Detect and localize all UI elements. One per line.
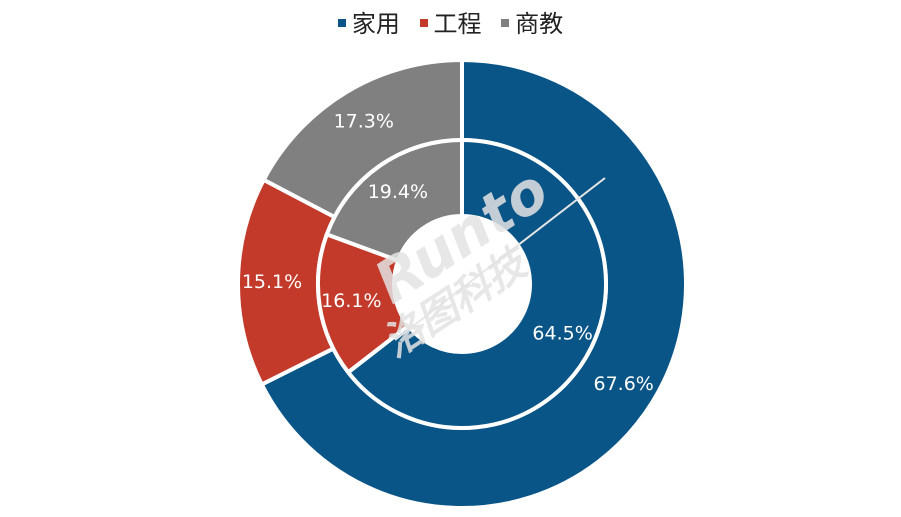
legend-item-home: 家用 (337, 4, 400, 39)
data-label-inner-home: 64.5% (532, 322, 592, 344)
legend-item-business-education: 商教 (501, 4, 563, 39)
data-label-inner-business-education: 19.4% (368, 181, 428, 203)
legend-item-engineering: 工程 (419, 4, 482, 39)
legend-label-home: 家用 (351, 10, 400, 38)
legend-label-engineering: 工程 (433, 10, 482, 38)
watermark-line (394, 177, 606, 341)
legend-swatch-business-education (501, 19, 510, 27)
data-label-outer-business-education: 17.3% (334, 110, 394, 132)
legend: 家用 工程 商教 (0, 4, 901, 39)
data-labels-group: 67.6% 15.1% 17.3% 64.5% 16.1% 19.4% (242, 110, 654, 394)
legend-label-business-education: 商教 (515, 10, 564, 38)
slice-inner-home (346, 138, 608, 430)
data-label-outer-engineering: 15.1% (242, 271, 302, 293)
slices-group (236, 58, 688, 510)
data-label-outer-home: 67.6% (594, 373, 654, 395)
legend-swatch-engineering (419, 19, 428, 27)
legend-swatch-home (337, 19, 346, 27)
slice-inner-business-education (324, 138, 464, 263)
data-label-inner-engineering: 16.1% (321, 290, 381, 312)
